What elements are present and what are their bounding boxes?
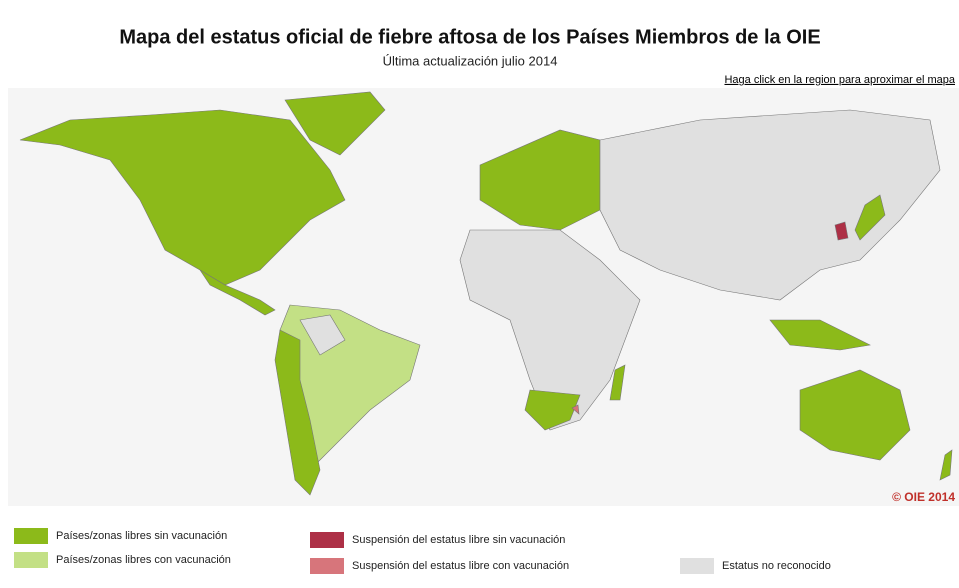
europe[interactable] [479,129,601,231]
australia[interactable] [799,369,911,461]
legend-label: Países/zonas libres con vacunación [56,554,231,566]
swaziland[interactable] [571,404,580,415]
asia[interactable] [599,109,941,301]
new-zealand[interactable] [939,449,953,481]
korea[interactable] [834,221,849,241]
legend-swatch [310,532,344,548]
southeast-asia-islands[interactable] [769,319,871,351]
title: Mapa del estatus oficial de fiebre aftos… [119,26,820,48]
venezuela-region[interactable] [299,314,346,356]
subtitle: Última actualización julio 2014 [383,53,558,68]
legend-label: Países/zonas libres sin vacunación [56,530,227,542]
north-america[interactable] [19,109,346,286]
legend-label: Suspensión del estatus libre con vacunac… [352,560,569,572]
legend-swatch [680,558,714,574]
map [19,91,953,496]
legend: Países/zonas libres sin vacunación Países… [14,528,831,574]
legend-swatch [14,528,48,544]
southern-africa[interactable] [524,389,581,431]
legend-swatch [14,552,48,568]
south-america-west[interactable] [274,329,321,496]
zoom-hint-link[interactable]: Haga click en la region para aproximar e… [724,74,955,86]
legend-label: Suspensión del estatus libre sin vacunac… [352,534,565,546]
copyright: © OIE 2014 [892,490,955,504]
central-america[interactable] [199,269,276,316]
legend-label: Estatus no reconocido [722,560,831,572]
madagascar[interactable] [609,364,626,401]
greenland[interactable] [284,91,386,156]
legend-swatch [310,558,344,574]
japan[interactable] [854,194,886,241]
africa[interactable] [459,229,641,431]
